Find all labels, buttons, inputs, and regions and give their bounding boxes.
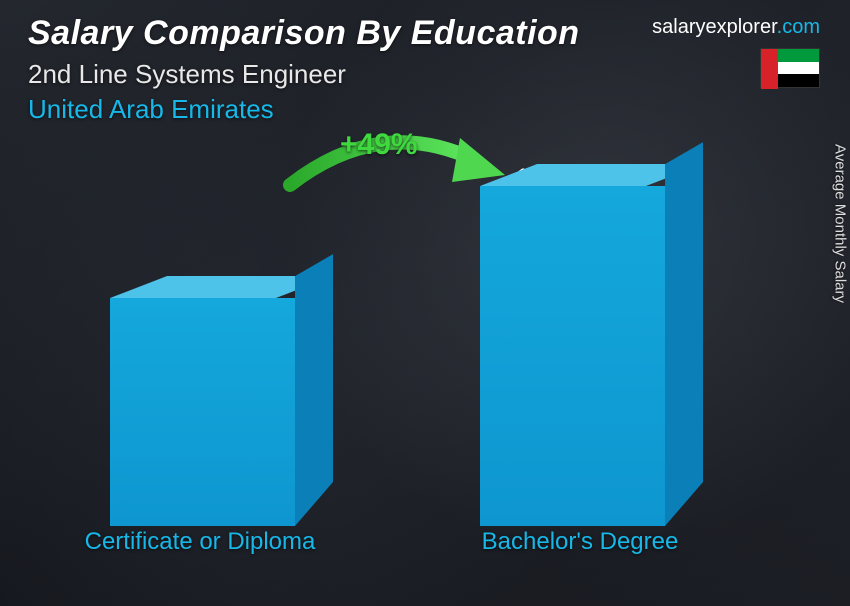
- y-axis-label: Average Monthly Salary: [832, 144, 849, 303]
- bar-rect-certificate: [110, 298, 295, 526]
- bar-label-certificate: Certificate or Diploma: [50, 528, 350, 556]
- uae-flag-icon: [760, 48, 820, 88]
- brand-name: salaryexplorer: [652, 16, 777, 38]
- brand-suffix: .com: [777, 16, 820, 38]
- bar-label-bachelor: Bachelor's Degree: [430, 528, 730, 556]
- brand-logo: salaryexplorer.com: [652, 16, 820, 39]
- bar-certificate: 11,200 AED: [110, 298, 295, 556]
- bar-bachelor: 16,700 AED: [480, 186, 665, 556]
- percent-increase: +49%: [340, 128, 418, 162]
- bar-rect-bachelor: [480, 186, 665, 526]
- job-title: 2nd Line Systems Engineer: [28, 59, 822, 90]
- bar-chart: +49% 11,200 AED Certificate or Diploma 1…: [60, 140, 770, 556]
